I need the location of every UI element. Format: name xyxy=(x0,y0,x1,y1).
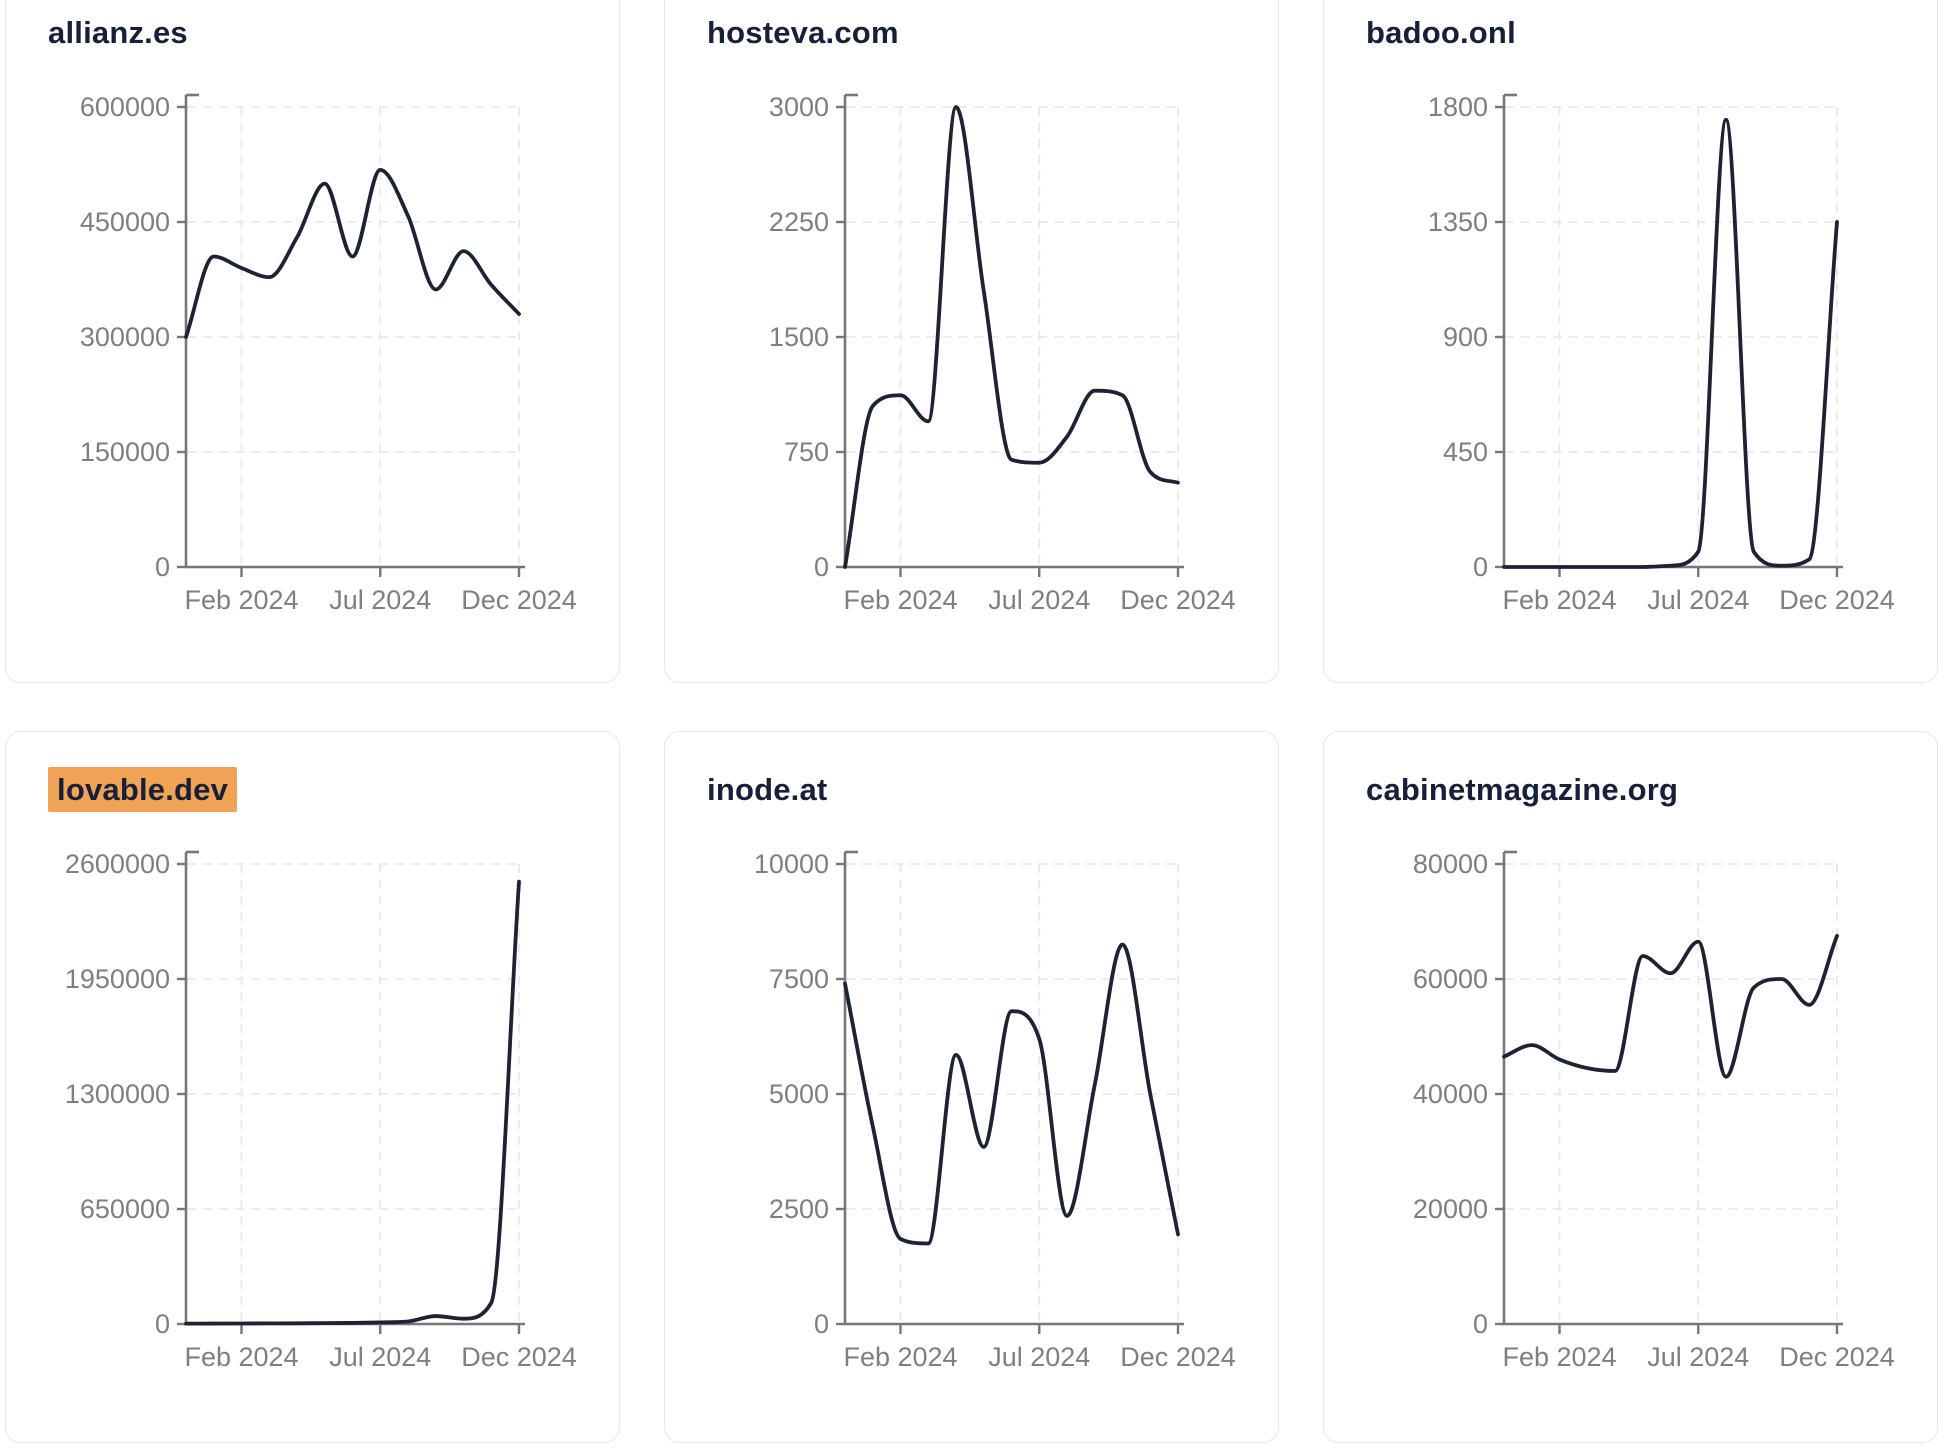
x-tick-label: Jul 2024 xyxy=(1647,585,1749,615)
y-tick-label: 1350 xyxy=(1428,207,1488,237)
x-tick-label: Dec 2024 xyxy=(461,585,577,615)
y-tick-label: 2250 xyxy=(769,207,829,237)
x-tick-label: Feb 2024 xyxy=(843,1342,957,1372)
trend-line xyxy=(843,942,1180,1246)
y-tick-label: 150000 xyxy=(80,437,170,467)
trend-chart: 0 20000 40000 60000 80000 Feb 2024 Jul 2024 Dec… xyxy=(1413,849,1895,1372)
trend-line xyxy=(843,105,1180,569)
x-tick-label: Jul 2024 xyxy=(1647,1342,1749,1372)
y-tick-label: 10000 xyxy=(754,849,829,879)
y-tick-label: 750 xyxy=(784,437,829,467)
domain-card[interactable]: lovable.dev 0 650000 1300000 1950000 2600000 F… xyxy=(5,731,620,1443)
y-tick-label: 2600000 xyxy=(65,849,170,879)
x-tick-label: Dec 2024 xyxy=(1779,1342,1895,1372)
x-tick-label: Feb 2024 xyxy=(843,585,957,615)
y-tick-label: 650000 xyxy=(80,1194,170,1224)
domain-title: badoo.onl xyxy=(1366,15,1516,51)
trend-chart: 0 750 1500 2250 3000 Feb 2024 Jul 2024 Dec 2024 xyxy=(769,92,1236,615)
domain-card[interactable]: allianz.es 0 150000 300000 450000 600000 Feb 2… xyxy=(5,0,620,683)
x-tick-label: Feb 2024 xyxy=(184,1342,298,1372)
domain-title-text: hosteva.com xyxy=(707,15,899,50)
y-tick-label: 0 xyxy=(814,1309,829,1339)
y-tick-label: 20000 xyxy=(1413,1194,1488,1224)
domain-card[interactable]: inode.at 0 2500 5000 7500 10000 Feb 2024 Jul 20… xyxy=(664,731,1279,1443)
y-tick-label: 0 xyxy=(1473,552,1488,582)
domain-title-text: allianz.es xyxy=(48,15,188,50)
y-tick-label: 450000 xyxy=(80,207,170,237)
trend-chart: 0 2500 5000 7500 10000 Feb 2024 Jul 2024 Dec 20… xyxy=(754,849,1236,1372)
x-tick-label: Feb 2024 xyxy=(1502,585,1616,615)
y-tick-label: 2500 xyxy=(769,1194,829,1224)
y-tick-label: 3000 xyxy=(769,92,829,122)
trend-chart: 0 150000 300000 450000 600000 Feb 2024 Jul 202… xyxy=(80,92,577,615)
x-tick-label: Jul 2024 xyxy=(329,585,431,615)
y-tick-label: 900 xyxy=(1443,322,1488,352)
domain-card[interactable]: hosteva.com 0 750 1500 2250 3000 Feb 2024 Jul 2… xyxy=(664,0,1279,683)
x-tick-label: Dec 2024 xyxy=(1120,585,1236,615)
domain-title: hosteva.com xyxy=(707,15,899,51)
y-tick-label: 80000 xyxy=(1413,849,1488,879)
domain-title: inode.at xyxy=(707,772,827,808)
y-tick-label: 1950000 xyxy=(65,964,170,994)
y-tick-label: 7500 xyxy=(769,964,829,994)
domain-title: lovable.dev xyxy=(48,767,238,812)
x-tick-label: Feb 2024 xyxy=(184,585,298,615)
y-tick-label: 0 xyxy=(155,552,170,582)
trend-line xyxy=(1502,117,1839,569)
x-tick-label: Jul 2024 xyxy=(988,1342,1090,1372)
x-tick-label: Dec 2024 xyxy=(1120,1342,1236,1372)
y-tick-label: 0 xyxy=(814,552,829,582)
y-tick-label: 1500 xyxy=(769,322,829,352)
y-tick-label: 300000 xyxy=(80,322,170,352)
x-tick-label: Jul 2024 xyxy=(329,1342,431,1372)
y-tick-label: 0 xyxy=(155,1309,170,1339)
x-tick-label: Dec 2024 xyxy=(461,1342,577,1372)
trend-line xyxy=(1502,933,1839,1079)
y-tick-label: 60000 xyxy=(1413,964,1488,994)
domain-title-text: inode.at xyxy=(707,772,828,807)
y-tick-label: 600000 xyxy=(80,92,170,122)
domain-title: cabinetmagazine.org xyxy=(1366,772,1678,808)
trend-chart: 0 650000 1300000 1950000 2600000 Feb 2024 Jul … xyxy=(65,849,577,1372)
domain-title-text-highlighted: lovable.dev xyxy=(48,767,238,812)
trend-line xyxy=(184,879,521,1326)
trend-line xyxy=(184,167,521,339)
domain-title: allianz.es xyxy=(48,15,188,51)
domain-card[interactable]: cabinetmagazine.org 0 20000 40000 60000 80000… xyxy=(1323,731,1938,1443)
x-tick-label: Dec 2024 xyxy=(1779,585,1895,615)
trend-chart: 0 450 900 1350 1800 Feb 2024 Jul 2024 Dec 2024 xyxy=(1428,92,1895,615)
y-tick-label: 0 xyxy=(1473,1309,1488,1339)
y-tick-label: 40000 xyxy=(1413,1079,1488,1109)
x-tick-label: Jul 2024 xyxy=(988,585,1090,615)
domain-card[interactable]: badoo.onl 0 450 900 1350 1800 Feb 2024 Jul 2024… xyxy=(1323,0,1938,683)
y-tick-label: 450 xyxy=(1443,437,1488,467)
domain-title-text: cabinetmagazine.org xyxy=(1366,772,1679,807)
y-tick-label: 1800 xyxy=(1428,92,1488,122)
y-tick-label: 1300000 xyxy=(65,1079,170,1109)
x-tick-label: Feb 2024 xyxy=(1502,1342,1616,1372)
domain-title-text: badoo.onl xyxy=(1366,15,1516,50)
y-tick-label: 5000 xyxy=(769,1079,829,1109)
